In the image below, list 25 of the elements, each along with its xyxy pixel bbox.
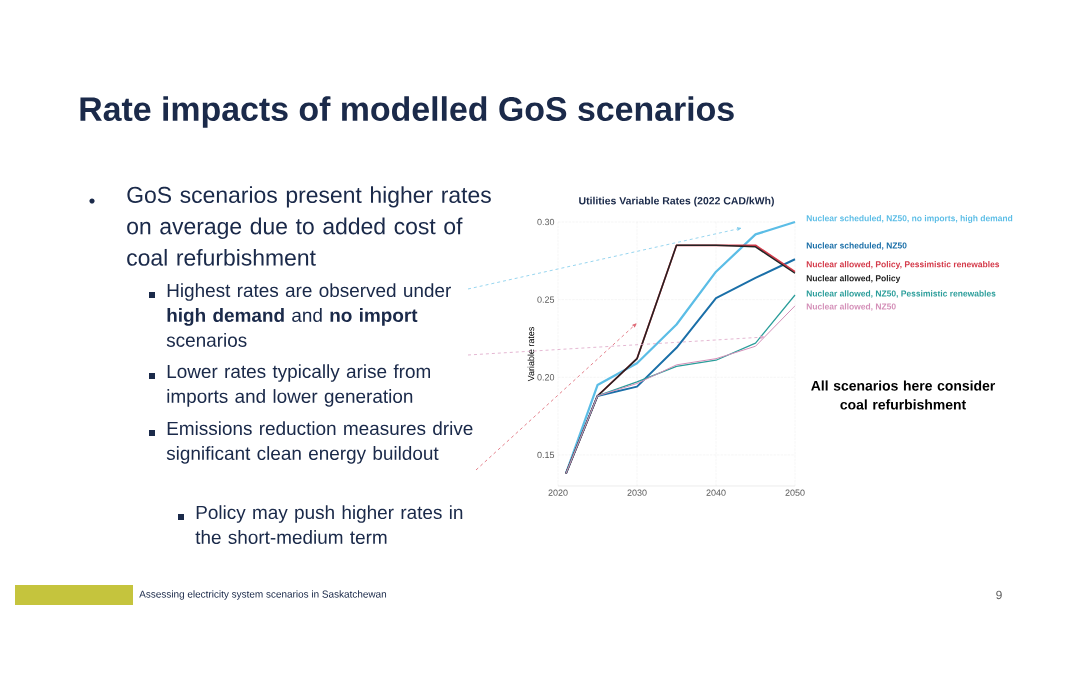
text: Assessing electricity system scenarios in Saskatchewan: [139, 590, 387, 600]
y-tick-label: 0.20: [537, 374, 555, 381]
series-label: Nuclear scheduled, NZ50: [806, 242, 907, 250]
text: Highest rates are observed under high demand and no import scenarios: [166, 283, 451, 347]
text: 9: [996, 590, 1002, 600]
y-tick-label: 0.15: [537, 451, 555, 459]
x-tick-label: 2030: [627, 489, 647, 496]
series-label: Nuclear allowed, Policy: [806, 275, 901, 283]
text: Lower rates typically arise from imports and lower generation: [167, 364, 430, 407]
text: All scenarios here consider coal refurbishment: [811, 380, 996, 410]
text: GoS scenarios present higher rates on average due to added cost of coal refurbishment: [127, 186, 491, 266]
text: Rate impacts of modelled GoS scenarios: [80, 96, 734, 128]
series-label: Nuclear allowed, NZ50, Pessimistic renewables: [806, 290, 996, 298]
chart-title: Utilities Variable Rates (2022 CAD/kWh): [579, 196, 774, 207]
text: Policy may push higher rates in the short-medium term: [195, 505, 463, 544]
y-axis-title: Variable rates: [527, 327, 535, 382]
y-tick-label: 0.25: [537, 296, 555, 303]
x-tick-label: 2020: [548, 489, 568, 496]
series-label: Nuclear scheduled, NZ50, no imports, high demand: [806, 215, 1013, 223]
series-label: Nuclear allowed, Policy, Pessimistic renewables: [806, 261, 1000, 269]
text: Emissions reduction measures drive significant clean energy buildout: [166, 421, 473, 464]
y-tick-label: 0.30: [537, 218, 555, 226]
x-tick-label: 2040: [706, 489, 726, 496]
x-tick-label: 2050: [785, 489, 805, 496]
series-label: Nuclear allowed, NZ50: [806, 303, 896, 311]
